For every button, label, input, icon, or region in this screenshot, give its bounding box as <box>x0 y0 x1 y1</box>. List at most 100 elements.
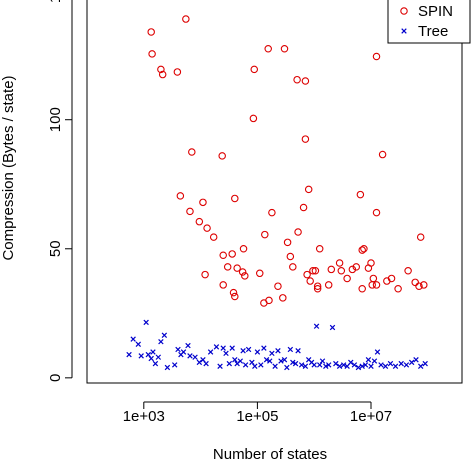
point-tree <box>362 362 369 368</box>
y-tick-label: 100 <box>47 107 64 132</box>
point-spin <box>315 245 324 253</box>
point-tree <box>263 357 270 363</box>
point-spin <box>268 208 276 217</box>
point-tree <box>261 345 267 351</box>
point-spin <box>228 250 236 258</box>
point-spin <box>274 282 282 290</box>
point-tree <box>398 360 404 367</box>
point-spin <box>238 268 247 276</box>
point-tree <box>226 360 233 367</box>
point-tree <box>249 359 255 366</box>
point-tree <box>152 360 159 367</box>
point-spin <box>337 266 346 275</box>
point-tree <box>220 345 226 351</box>
point-spin <box>324 281 333 289</box>
point-spin <box>420 281 428 289</box>
point-spin <box>294 228 302 236</box>
point-tree <box>254 349 261 355</box>
point-spin <box>239 245 248 253</box>
point-tree <box>232 357 238 363</box>
point-spin <box>147 28 155 36</box>
point-tree <box>417 363 424 369</box>
point-spin <box>195 217 204 226</box>
point-spin <box>148 50 156 58</box>
point-tree <box>213 344 220 350</box>
point-tree <box>155 354 162 360</box>
point-spin <box>394 285 402 293</box>
point-tree <box>311 362 317 368</box>
point-spin <box>313 282 322 290</box>
point-spin <box>372 52 381 61</box>
y-tick-label: 50 <box>47 240 64 257</box>
point-tree <box>336 363 343 369</box>
point-spin <box>265 296 273 305</box>
point-spin <box>335 259 344 267</box>
point-tree <box>267 358 273 364</box>
point-spin <box>313 285 322 293</box>
point-tree <box>319 358 326 364</box>
point-spin <box>203 224 211 232</box>
point-spin <box>372 208 381 217</box>
point-spin <box>199 198 207 207</box>
point-tree <box>161 332 168 338</box>
point-spin <box>360 245 368 253</box>
point-spin <box>301 135 310 143</box>
point-spin <box>303 270 311 279</box>
point-spin <box>249 114 258 123</box>
point-tree <box>355 364 362 371</box>
point-tree <box>371 358 378 364</box>
point-tree <box>325 362 332 368</box>
plot-box <box>86 0 463 384</box>
point-spin <box>201 270 209 279</box>
point-spin <box>209 233 218 241</box>
point-tree <box>240 348 246 354</box>
point-spin <box>256 269 264 278</box>
point-spin <box>188 148 196 156</box>
point-tree <box>130 336 136 342</box>
point-tree <box>207 349 214 355</box>
point-spin <box>309 266 317 275</box>
point-tree <box>180 349 187 355</box>
point-tree <box>148 355 154 362</box>
point-tree <box>287 346 294 353</box>
point-tree <box>150 349 156 355</box>
point-tree <box>278 358 284 364</box>
point-spin <box>261 230 269 239</box>
point-spin <box>157 65 165 74</box>
point-tree <box>135 341 142 348</box>
point-tree <box>316 362 323 368</box>
point-spin <box>358 246 366 254</box>
point-tree <box>351 362 358 368</box>
point-spin <box>218 152 226 160</box>
point-spin <box>348 265 357 274</box>
plot-frame <box>86 0 463 384</box>
point-spin <box>280 44 289 53</box>
legend-marker <box>400 7 408 15</box>
x-tick-label: 1e+05 <box>236 408 278 425</box>
point-tree <box>374 349 381 355</box>
point-spin <box>311 266 320 275</box>
point-spin <box>231 194 239 203</box>
legend-label: Tree <box>418 23 448 40</box>
legend-marker <box>401 28 407 34</box>
point-spin <box>279 294 287 302</box>
point-tree <box>359 363 365 369</box>
point-tree <box>196 359 203 366</box>
point-tree <box>403 362 410 368</box>
point-tree <box>298 362 305 368</box>
point-spin <box>293 75 301 84</box>
point-tree <box>413 357 419 363</box>
x-tick-label: 1e+07 <box>350 408 392 425</box>
point-spin <box>173 68 182 76</box>
point-tree <box>422 360 428 367</box>
point-tree <box>272 363 278 369</box>
y-axis: 0 50 100 150 <box>47 0 73 382</box>
point-tree <box>329 324 336 331</box>
point-tree <box>203 360 209 367</box>
point-tree <box>252 363 258 369</box>
y-tick-label: 0 <box>47 374 64 382</box>
point-spin <box>186 207 194 216</box>
point-spin <box>182 15 190 23</box>
point-spin <box>219 251 227 259</box>
